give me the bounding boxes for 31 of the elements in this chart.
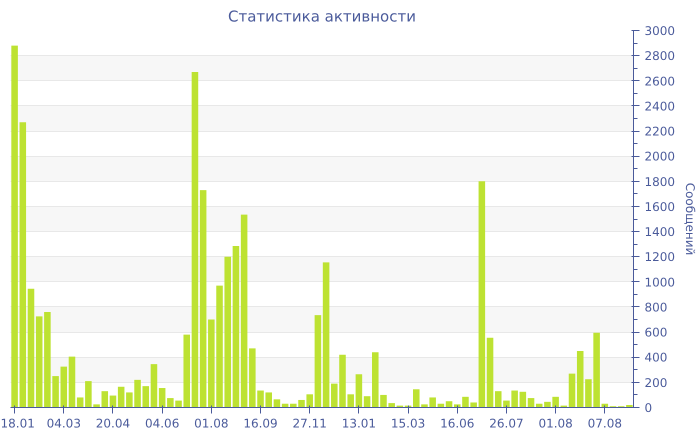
x-tick-label: 13.01 [342, 416, 376, 430]
y-tick-label: 1400 [644, 225, 676, 240]
x-tick-label: 16.09 [243, 416, 278, 430]
y-axis-title: Сообщений [683, 182, 698, 256]
y-tick-label: 800 [644, 300, 668, 314]
x-tick-label: 16.06 [440, 416, 474, 430]
y-tick-label: 2400 [644, 99, 676, 114]
y-tick-label: 0 [644, 401, 652, 415]
x-tick-label: 26.07 [489, 416, 524, 430]
x-tick-label: 04.06 [144, 416, 180, 430]
y-tick-label: 3000 [644, 24, 676, 38]
y-tick-label: 200 [644, 376, 668, 390]
x-tick-label: 18.01 [0, 416, 35, 430]
x-tick-label: 15.03 [390, 416, 426, 430]
y-tick-label: 2800 [644, 49, 676, 64]
y-tick-label: 400 [644, 350, 668, 365]
y-tick-label: 1000 [644, 275, 676, 290]
x-tick-label: 07.08 [588, 416, 622, 430]
y-tick-label: 1600 [644, 200, 676, 214]
y-tick-label: 600 [644, 326, 668, 340]
x-tick-label: 01.08 [538, 416, 573, 430]
y-tick-label: 1200 [644, 250, 676, 264]
x-tick-label: 20.04 [96, 416, 130, 430]
y-tick-label: 2600 [644, 74, 676, 88]
x-tick-label: 04.03 [46, 416, 81, 430]
y-tick-label: 1800 [644, 174, 676, 189]
y-tick-label: 2200 [644, 124, 676, 139]
x-tick-label: 27.11 [292, 416, 327, 430]
chart-title: Статистика активности [228, 8, 416, 26]
x-tick-label: 01.08 [194, 416, 229, 430]
y-tick-label: 2000 [644, 150, 676, 164]
